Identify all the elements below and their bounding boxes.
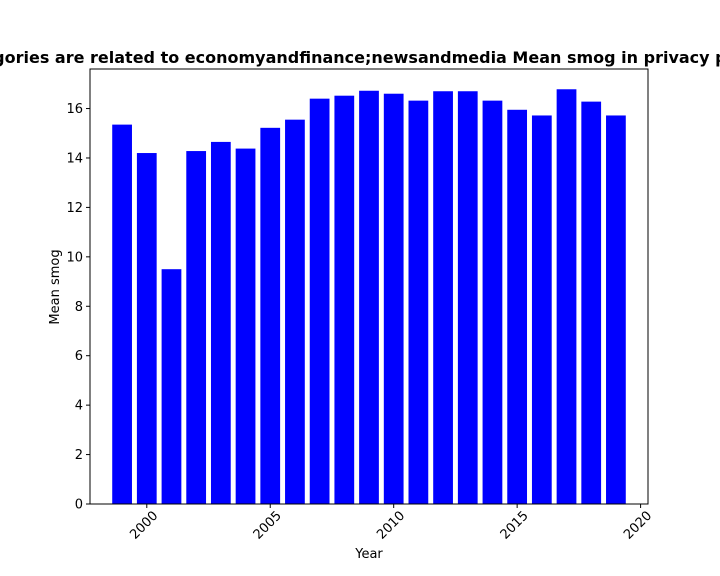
bar-2008 [334, 95, 355, 505]
bar-2013 [457, 91, 478, 504]
y-tick-label: 16 [66, 102, 83, 117]
y-tick-label: 8 [75, 300, 83, 315]
bar-2006 [285, 119, 305, 505]
x-tick-label: 2010 [374, 509, 408, 543]
bar-2009 [359, 90, 379, 504]
bar-2002 [186, 151, 207, 504]
bar-2017 [556, 89, 577, 505]
bar-2005 [260, 127, 281, 505]
x-tick-label: 2005 [251, 509, 285, 543]
y-tick-label: 14 [66, 151, 83, 166]
x-tick-label: 2000 [127, 509, 161, 543]
y-tick-label: 2 [75, 448, 83, 463]
bar-2015 [507, 109, 528, 504]
y-tick-label: 6 [75, 349, 83, 364]
x-tick-label: 2015 [498, 509, 532, 543]
y-axis-label: Mean smog [48, 249, 63, 324]
bar-2003 [210, 141, 231, 504]
bar-1999 [112, 124, 132, 505]
bars-group [112, 89, 626, 505]
y-tick-label: 0 [75, 498, 83, 513]
bar-2000 [136, 153, 157, 504]
bar-2014 [482, 100, 503, 505]
bar-2019 [606, 115, 626, 504]
bar-2012 [433, 91, 453, 504]
y-axis: 0 2 4 6 8 10 12 14 16 [66, 102, 90, 513]
y-tick-label: 4 [75, 399, 83, 414]
x-axis: 2000 2005 2010 2015 2020 [127, 504, 655, 543]
bar-2001 [161, 269, 182, 504]
y-tick-label: 12 [66, 201, 83, 216]
x-tick-label: 2020 [621, 509, 655, 543]
bar-2010 [383, 93, 404, 504]
bar-2011 [408, 100, 429, 505]
bar-2018 [581, 101, 602, 504]
x-axis-label: Year [354, 547, 383, 562]
bar-2016 [531, 115, 552, 504]
bar-2004 [235, 148, 256, 505]
y-tick-label: 10 [66, 250, 83, 265]
chart-title: Categories are related to economyandfina… [0, 48, 720, 67]
plot-frame [89, 68, 649, 505]
bar-2007 [309, 98, 330, 504]
